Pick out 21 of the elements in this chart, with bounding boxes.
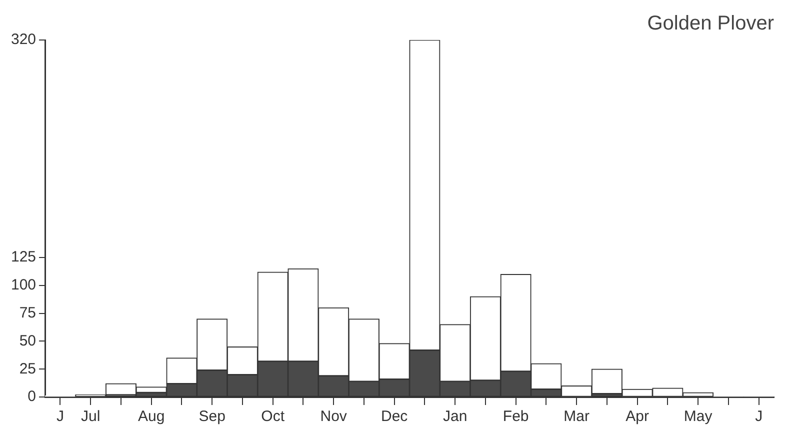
x-tick-label: May [684,408,713,426]
y-tick-label: 125 [10,248,36,266]
y-tick-label: 320 [10,31,36,48]
x-tick-label: Mar [564,408,590,426]
x-tick-label: Dec [380,408,408,426]
x-tick-label: Aug [138,408,165,426]
x-tick-label: Oct [261,408,286,426]
x-tick-label: J [56,408,64,426]
x-tick-label: Apr [626,408,649,426]
x-tick-label: Nov [320,408,348,426]
y-tick-label: 100 [10,276,36,294]
y-tick-label: 0 [28,388,36,406]
x-tick-label: Sep [198,408,226,426]
y-tick-label: 75 [19,304,36,322]
x-tick-label: J [755,408,763,426]
chart-title: Golden Plover [647,12,774,35]
x-tick-label: Feb [502,408,529,426]
y-tick-label: 25 [19,360,36,378]
x-tick-label: Jul [80,408,100,426]
x-tick-label: Jan [442,408,468,426]
y-tick-label: 50 [19,332,36,350]
